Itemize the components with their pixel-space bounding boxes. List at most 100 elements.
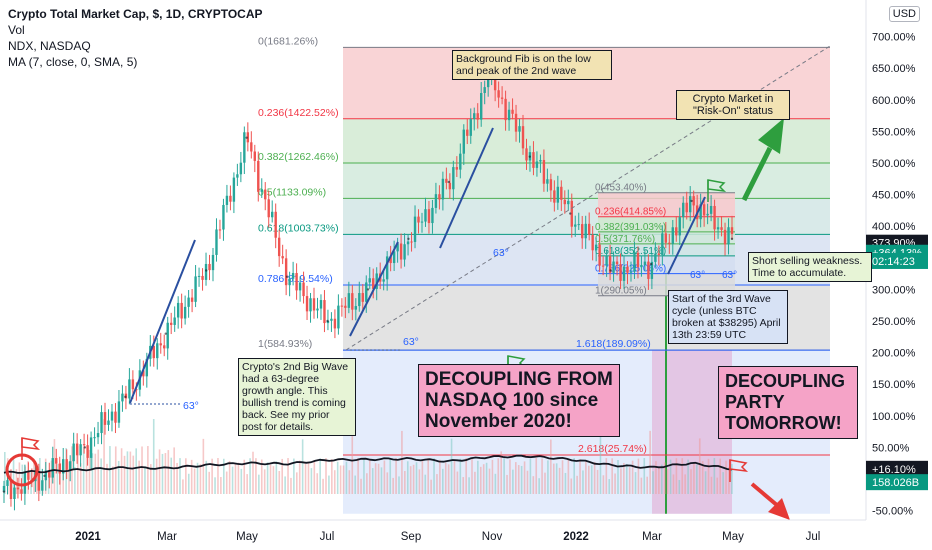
volume-bar <box>386 472 389 494</box>
volume-bar <box>541 458 543 494</box>
volume-bar <box>722 472 724 494</box>
candle-body <box>382 279 385 282</box>
candle-body <box>82 444 86 446</box>
candle-body <box>525 148 528 161</box>
volume-bar <box>36 476 38 494</box>
candle-body <box>128 379 131 399</box>
candle-body <box>194 276 197 302</box>
volume-bar <box>588 465 590 494</box>
volume-bar <box>465 458 467 494</box>
volume-bar <box>217 458 219 494</box>
data-point <box>83 446 87 449</box>
volume-bar <box>479 466 482 494</box>
volume-bar <box>161 453 164 494</box>
candle-body <box>114 411 117 423</box>
volume-bar <box>339 465 342 494</box>
candle-body <box>598 244 601 266</box>
volume-bar <box>576 475 578 494</box>
ma-indicator-label[interactable]: MA (7, close, 0, SMA, 5) <box>8 55 138 69</box>
volume-bar <box>661 464 663 494</box>
value-tag-label: +16.10% <box>872 464 916 476</box>
volume-bar <box>515 462 517 494</box>
candle-body <box>284 258 288 286</box>
data-point <box>205 269 208 272</box>
candle-body <box>117 401 121 423</box>
candle-body <box>546 179 549 184</box>
volume-bar <box>255 458 257 494</box>
candle-body <box>427 209 431 224</box>
x-tick-label: Sep <box>401 531 421 543</box>
chart-title[interactable]: Crypto Total Market Cap, $, 1D, CRYPTOCA… <box>8 7 263 21</box>
volume-bar <box>585 461 587 494</box>
decoupling-party-banner: DECOUPLING PARTY TOMORROW! <box>718 366 858 439</box>
volume-bar <box>649 430 651 494</box>
candle-body <box>438 194 441 200</box>
volume-bar <box>725 460 727 494</box>
trend-line <box>129 239 196 404</box>
candle-body <box>448 182 452 190</box>
candle-body <box>72 443 75 462</box>
candle-body <box>2 485 6 492</box>
volume-bar <box>62 468 64 494</box>
candle-body <box>720 227 723 230</box>
value-tag <box>866 474 928 491</box>
volume-bar <box>167 450 170 494</box>
volume-bar <box>552 463 555 494</box>
candle-body <box>312 298 316 311</box>
volume-bar <box>199 464 202 494</box>
fib-level-label: 2.618(25.74%) <box>578 443 647 455</box>
volume-bar <box>503 458 505 494</box>
y-tick-label: 450.00% <box>872 190 916 202</box>
candle-body <box>27 471 30 480</box>
volume-bar <box>474 471 476 494</box>
volume-bar <box>380 467 383 494</box>
short-selling-callout: Short selling weakness. Time to accumula… <box>748 252 872 282</box>
volume-bar <box>526 470 529 494</box>
candle-body <box>330 318 333 321</box>
candle-body <box>661 233 664 255</box>
volume-bar <box>520 465 523 494</box>
volume-bar <box>322 478 324 494</box>
candle-body <box>650 261 654 279</box>
volume-bar <box>348 470 351 494</box>
candle-body <box>37 472 41 491</box>
volume-bar <box>240 468 243 494</box>
candle-body <box>601 265 605 267</box>
decoupling-banner: DECOUPLING FROM NASDAQ 100 since Novembe… <box>418 364 620 437</box>
candle-body <box>361 293 364 302</box>
volume-bar <box>313 460 316 494</box>
candle-body <box>500 97 504 99</box>
volume-bar <box>147 446 149 494</box>
volume-bar <box>418 469 421 494</box>
volume-bar <box>12 459 15 494</box>
volume-bar <box>637 458 640 494</box>
candle-body <box>246 132 250 143</box>
candle-body <box>584 223 587 239</box>
angle-label: 63° <box>183 400 199 412</box>
candle-body <box>250 142 253 152</box>
volume-bar <box>389 458 392 494</box>
currency-button[interactable]: USD <box>888 6 920 22</box>
volume-bar <box>625 463 628 494</box>
candle-body <box>110 411 114 421</box>
candle-body <box>190 297 194 302</box>
compare-symbol-label[interactable]: NDX, NASDAQ <box>8 39 91 53</box>
candle-body <box>333 318 337 329</box>
vol-indicator-label[interactable]: Vol <box>8 23 25 37</box>
volume-bar <box>363 458 365 494</box>
volume-bar <box>117 460 120 494</box>
data-point <box>730 237 734 241</box>
volume-bar <box>401 430 403 494</box>
candle-body <box>298 282 302 291</box>
y-tick-label: 600.00% <box>872 95 916 107</box>
candle-body <box>159 343 162 346</box>
candle-body <box>587 223 591 235</box>
volume-bar <box>158 449 161 494</box>
volume-bar <box>681 458 684 494</box>
fib-level-label: 1.618(189.09%) <box>576 338 651 350</box>
volume-bar <box>719 458 721 494</box>
volume-bar <box>371 468 374 494</box>
candle-body <box>723 229 727 245</box>
angle-label: 63° <box>403 336 419 348</box>
candle-body <box>145 358 149 377</box>
